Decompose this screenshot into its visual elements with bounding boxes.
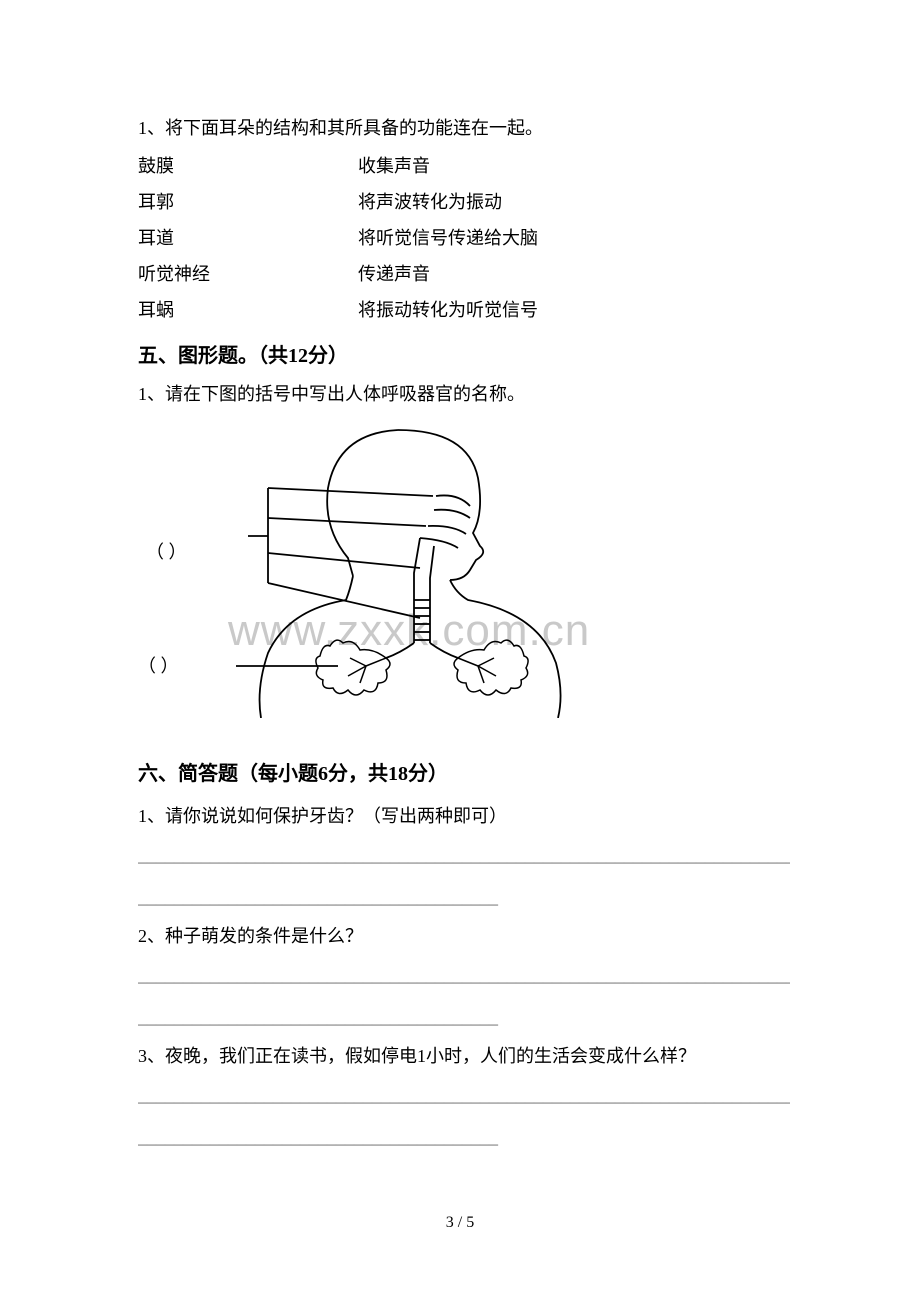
match-right: 将声波转化为振动 (358, 184, 538, 220)
section6-q3: 3、夜晚，我们正在读书，假如停电1小时，人们的生活会变成什么样？ (138, 1038, 790, 1074)
match-left: 鼓膜 (138, 148, 358, 184)
table-row: 鼓膜 收集声音 (138, 148, 538, 184)
table-row: 耳郭 将声波转化为振动 (138, 184, 538, 220)
section5-q1: 1、请在下图的括号中写出人体呼吸器官的名称。 (138, 376, 790, 412)
section6-q1: 1、请你说说如何保护牙齿？（写出两种即可） (138, 798, 790, 834)
diagram-label-lower: （ ） (138, 656, 179, 676)
match-left: 耳道 (138, 220, 358, 256)
answer-blank-half: ________________________________________ (138, 876, 790, 918)
diagram-label-upper: （ ） (146, 542, 187, 562)
match-right: 收集声音 (358, 148, 538, 184)
answer-blank-half: ________________________________________ (138, 996, 790, 1038)
match-right: 传递声音 (358, 256, 538, 292)
page-number: 3 / 5 (0, 1214, 920, 1232)
matching-table: 鼓膜 收集声音 耳郭 将声波转化为振动 耳道 将听觉信号传递给大脑 听觉神经 传… (138, 148, 538, 328)
section6-q2: 2、种子萌发的条件是什么？ (138, 918, 790, 954)
match-right: 将振动转化为听觉信号 (358, 292, 538, 328)
page-content: 1、将下面耳朵的结构和其所具备的功能连在一起。 鼓膜 收集声音 耳郭 将声波转化… (0, 0, 920, 1158)
section5-heading: 五、图形题。（共12分） (138, 336, 790, 376)
table-row: 耳蜗 将振动转化为听觉信号 (138, 292, 538, 328)
section6-heading: 六、简答题（每小题6分，共18分） (138, 754, 790, 794)
spacer (138, 718, 790, 746)
answer-blank-half: ________________________________________ (138, 1116, 790, 1158)
match-left: 耳郭 (138, 184, 358, 220)
answer-blank-full: ________________________________________… (138, 834, 790, 876)
match-left: 耳蜗 (138, 292, 358, 328)
q1-prompt: 1、将下面耳朵的结构和其所具备的功能连在一起。 (138, 110, 790, 146)
table-row: 听觉神经 传递声音 (138, 256, 538, 292)
answer-blank-full: ________________________________________… (138, 954, 790, 996)
table-row: 耳道 将听觉信号传递给大脑 (138, 220, 538, 256)
respiratory-diagram: www.zxxk.com.cn (138, 418, 698, 718)
respiratory-svg: （ ） （ ） (138, 418, 698, 718)
match-right: 将听觉信号传递给大脑 (358, 220, 538, 256)
answer-blank-full: ________________________________________… (138, 1074, 790, 1116)
match-left: 听觉神经 (138, 256, 358, 292)
